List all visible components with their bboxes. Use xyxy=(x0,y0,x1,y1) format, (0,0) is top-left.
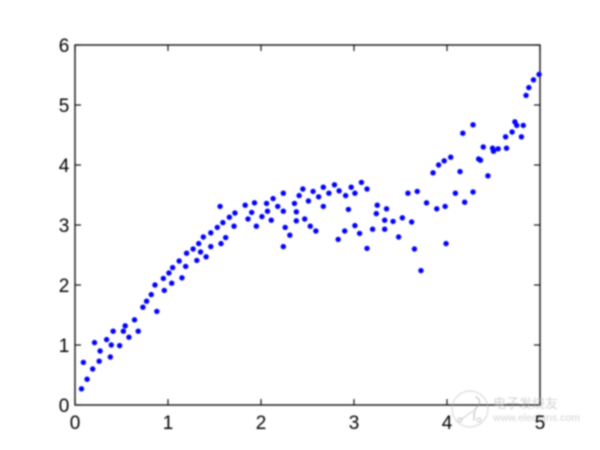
svg-text:5: 5 xyxy=(535,413,546,434)
svg-text:0: 0 xyxy=(70,413,81,434)
svg-text:4: 4 xyxy=(442,413,453,434)
svg-text:3: 3 xyxy=(349,413,360,434)
svg-text:4: 4 xyxy=(59,156,70,177)
svg-text:2: 2 xyxy=(59,276,70,297)
svg-text:1: 1 xyxy=(59,336,70,357)
svg-text:3: 3 xyxy=(59,216,70,237)
svg-text:6: 6 xyxy=(59,36,70,57)
svg-text:1: 1 xyxy=(163,413,174,434)
svg-text:2: 2 xyxy=(256,413,267,434)
svg-text:电子发烧友: 电子发烧友 xyxy=(493,396,558,411)
svg-text:5: 5 xyxy=(59,96,70,117)
svg-text:0: 0 xyxy=(59,396,70,417)
